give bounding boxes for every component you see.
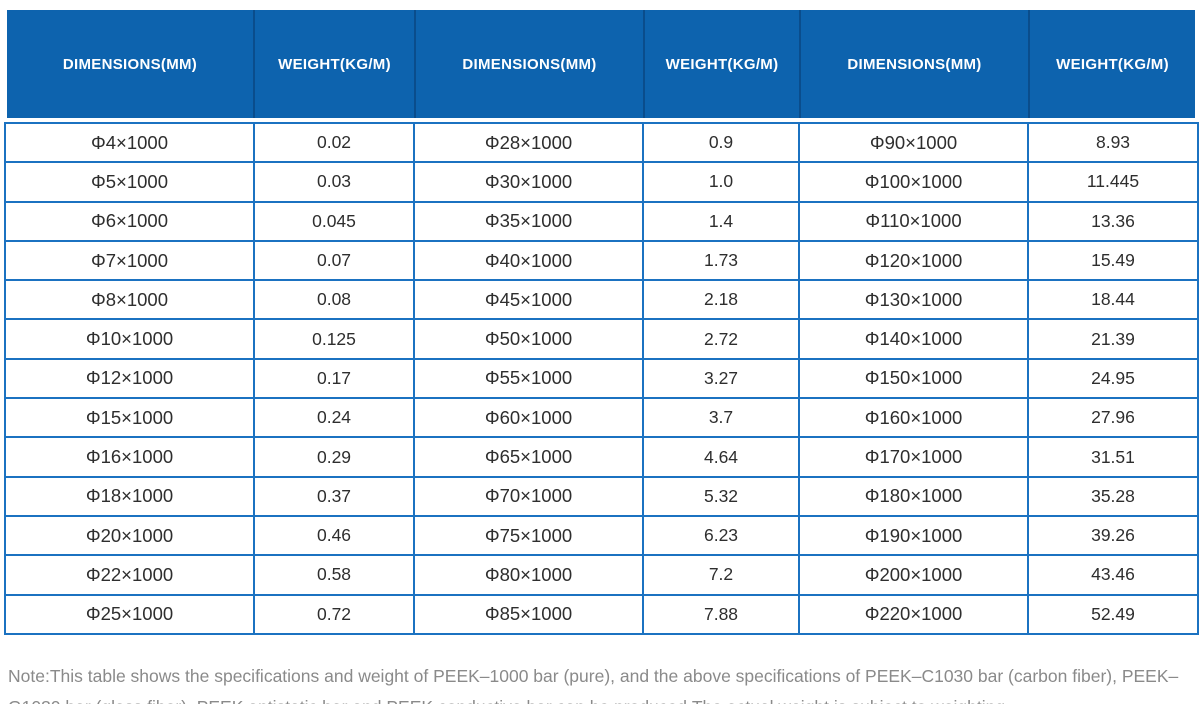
weight-cell: 0.58 bbox=[255, 556, 415, 596]
dimension-cell: Φ16×1000 bbox=[6, 438, 255, 478]
weight-cell: 3.7 bbox=[644, 399, 800, 439]
weight-cell: 43.46 bbox=[1029, 556, 1199, 596]
dimension-cell: Φ170×1000 bbox=[800, 438, 1029, 478]
weight-cell: 18.44 bbox=[1029, 281, 1199, 321]
weight-cell: 31.51 bbox=[1029, 438, 1199, 478]
header-cell-dimensions: DIMENSIONS(MM) bbox=[62, 55, 198, 73]
weight-cell: 0.9 bbox=[644, 124, 800, 164]
weight-cell: 0.72 bbox=[255, 595, 415, 635]
header-cell-dimensions: DIMENSIONS(MM) bbox=[414, 10, 643, 118]
dimension-cell: Φ190×1000 bbox=[800, 516, 1029, 557]
weight-cell: 3.27 bbox=[644, 359, 800, 400]
weight-cell: 0.46 bbox=[255, 516, 415, 557]
note-text: Note:This table shows the specifications… bbox=[8, 665, 1179, 704]
weight-cell: 0.17 bbox=[255, 359, 415, 400]
dimension-cell: Φ45×1000 bbox=[415, 281, 644, 321]
dimension-cell: Φ15×1000 bbox=[6, 399, 255, 439]
dimension-cell: Φ8×1000 bbox=[6, 281, 255, 321]
weight-cell: 2.18 bbox=[644, 281, 800, 321]
dimension-cell: Φ18×1000 bbox=[6, 477, 255, 517]
table-header-row: DIMENSIONS(MM) WEIGHT(KG/M) DIMENSIONS(MM)… bbox=[7, 10, 1195, 118]
dimension-cell: Φ140×1000 bbox=[800, 320, 1029, 360]
dimension-cell: Φ10×1000 bbox=[6, 320, 255, 360]
dimension-cell: Φ85×1000 bbox=[415, 595, 644, 635]
weight-cell: 8.93 bbox=[1029, 124, 1199, 164]
dimension-cell: Φ100×1000 bbox=[800, 163, 1029, 203]
weight-cell: 0.08 bbox=[255, 281, 415, 321]
weight-cell: 0.24 bbox=[255, 399, 415, 439]
weight-cell: 6.23 bbox=[644, 516, 800, 557]
dimension-cell: Φ110×1000 bbox=[800, 202, 1029, 242]
header-cell-weight: WEIGHT(KG/M) bbox=[253, 10, 414, 118]
weight-cell: 2.72 bbox=[644, 320, 800, 360]
weight-cell: 1.73 bbox=[644, 241, 800, 282]
dimension-cell: Φ6×1000 bbox=[6, 202, 255, 242]
dimension-cell: Φ20×1000 bbox=[6, 516, 255, 557]
weight-cell: 21.39 bbox=[1029, 320, 1199, 360]
dimension-cell: Φ65×1000 bbox=[415, 438, 644, 478]
dimension-cell: Φ50×1000 bbox=[415, 320, 644, 360]
dimension-cell: Φ25×1000 bbox=[6, 595, 255, 635]
header-cell-weight: WEIGHT(KG/M) bbox=[643, 10, 799, 118]
dimension-cell: Φ4×1000 bbox=[6, 124, 255, 164]
weight-cell: 0.045 bbox=[255, 202, 415, 242]
weight-cell: 0.07 bbox=[255, 241, 415, 282]
dimension-cell: Φ22×1000 bbox=[6, 556, 255, 596]
dimension-cell: Φ80×1000 bbox=[415, 556, 644, 596]
weight-cell: 13.36 bbox=[1029, 202, 1199, 242]
dimension-cell: Φ120×1000 bbox=[800, 241, 1029, 282]
dimension-cell: Φ90×1000 bbox=[800, 124, 1029, 164]
weight-cell: 0.02 bbox=[255, 124, 415, 164]
weight-cell: 52.49 bbox=[1029, 595, 1199, 635]
dimension-cell: Φ55×1000 bbox=[415, 359, 644, 400]
weight-cell: 15.49 bbox=[1029, 241, 1199, 282]
dimension-cell: Φ12×1000 bbox=[6, 359, 255, 400]
weight-cell: 11.445 bbox=[1029, 163, 1199, 203]
weight-cell: 1.4 bbox=[644, 202, 800, 242]
dimension-cell: Φ160×1000 bbox=[800, 399, 1029, 439]
dimension-cell: Φ130×1000 bbox=[800, 281, 1029, 321]
dimension-cell: Φ30×1000 bbox=[415, 163, 644, 203]
weight-cell: 7.2 bbox=[644, 556, 800, 596]
dimension-cell: Φ150×1000 bbox=[800, 359, 1029, 400]
weight-cell: 5.32 bbox=[644, 477, 800, 517]
header-cell-dimensions: DIMENSIONS(MM) bbox=[799, 10, 1028, 118]
dimension-cell: Φ60×1000 bbox=[415, 399, 644, 439]
weight-cell: 1.0 bbox=[644, 163, 800, 203]
header-cell-weight: WEIGHT(KG/M) bbox=[1028, 10, 1195, 118]
dimension-cell: Φ7×1000 bbox=[6, 241, 255, 282]
dimension-cell: Φ220×1000 bbox=[800, 595, 1029, 635]
weight-cell: 0.37 bbox=[255, 477, 415, 517]
weight-cell: 27.96 bbox=[1029, 399, 1199, 439]
spec-table: Φ4×1000 0.02 Φ28×1000 0.9 Φ90×1000 8.93 Φ5×100… bbox=[4, 122, 1199, 635]
weight-cell: 0.03 bbox=[255, 163, 415, 203]
dimension-cell: Φ28×1000 bbox=[415, 124, 644, 164]
weight-cell: 39.26 bbox=[1029, 516, 1199, 557]
weight-cell: 24.95 bbox=[1029, 359, 1199, 400]
dimension-cell: Φ75×1000 bbox=[415, 516, 644, 557]
dimension-cell: Φ180×1000 bbox=[800, 477, 1029, 517]
weight-cell: 35.28 bbox=[1029, 477, 1199, 517]
weight-cell: 0.29 bbox=[255, 438, 415, 478]
dimension-cell: Φ200×1000 bbox=[800, 556, 1029, 596]
dimension-cell: Φ5×1000 bbox=[6, 163, 255, 203]
weight-cell: 7.88 bbox=[644, 595, 800, 635]
weight-cell: 0.125 bbox=[255, 320, 415, 360]
dimension-cell: Φ70×1000 bbox=[415, 477, 644, 517]
weight-cell: 4.64 bbox=[644, 438, 800, 478]
dimension-cell: Φ35×1000 bbox=[415, 202, 644, 242]
dimension-cell: Φ40×1000 bbox=[415, 241, 644, 282]
